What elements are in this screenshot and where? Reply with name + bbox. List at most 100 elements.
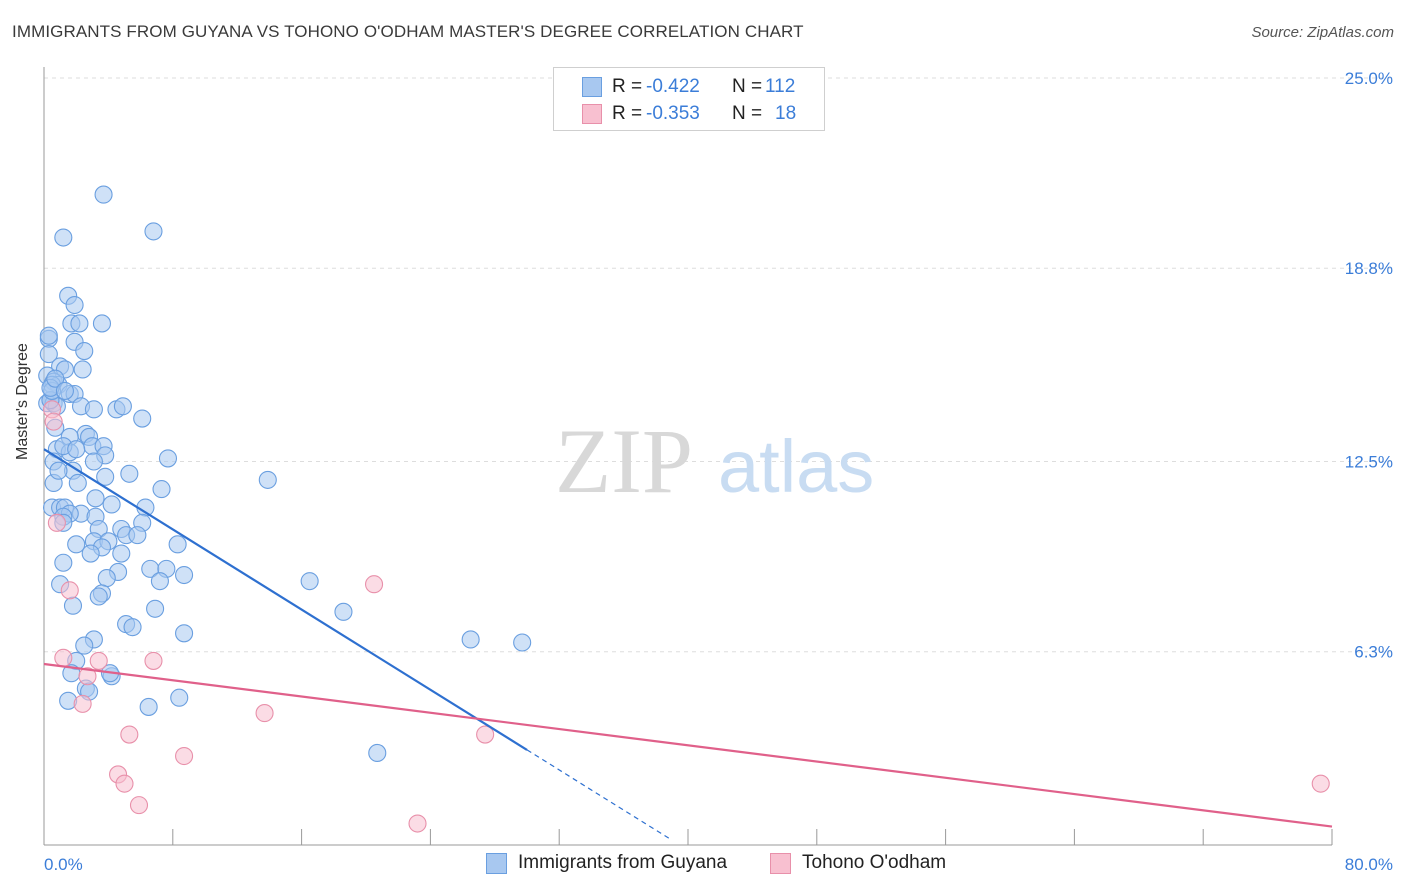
point-guyana: [86, 489, 105, 508]
point-guyana: [89, 587, 108, 606]
legend-r-label: R =: [612, 76, 643, 97]
point-guyana: [175, 565, 194, 585]
point-guyana: [258, 470, 277, 489]
point-guyana: [75, 636, 94, 655]
point-guyana: [112, 544, 131, 563]
point-guyana: [368, 743, 387, 763]
point-guyana: [94, 185, 113, 204]
point-guyana: [133, 409, 152, 428]
point-guyana: [168, 535, 187, 554]
point-guyana: [63, 596, 83, 615]
legend-swatch-guyana: [582, 77, 602, 97]
point-guyana: [67, 535, 86, 554]
watermark-atlas: atlas: [718, 425, 874, 508]
point-guyana: [158, 449, 178, 468]
point-tohono: [175, 746, 194, 766]
point-guyana: [39, 326, 58, 345]
point-tohono: [73, 694, 92, 713]
y-tick-label: 12.5%: [1345, 453, 1393, 472]
legend-r-value: -0.422: [646, 76, 700, 97]
point-guyana: [513, 633, 532, 652]
bottom-legend-swatch-guyana: [486, 853, 507, 874]
trend-lines: [43, 448, 1333, 841]
legend-n-label: N =: [732, 103, 763, 124]
point-guyana: [84, 452, 103, 471]
legend-swatch-tohono: [582, 104, 602, 124]
point-guyana: [97, 569, 116, 588]
point-tohono: [60, 581, 79, 600]
point-guyana: [102, 495, 121, 514]
point-guyana: [65, 295, 84, 315]
point-guyana: [46, 369, 65, 388]
trend-line-guyana: [43, 448, 528, 751]
point-guyana: [170, 688, 189, 707]
point-guyana: [175, 624, 194, 643]
trend-line-guyana-extension: [526, 749, 673, 841]
point-guyana: [55, 381, 74, 400]
point-guyana: [120, 464, 139, 483]
point-tohono: [78, 667, 97, 686]
point-tohono: [144, 651, 163, 670]
point-guyana: [49, 461, 68, 480]
point-tohono: [408, 814, 427, 833]
point-guyana: [68, 473, 87, 493]
x-tick-label: 80.0%: [1345, 855, 1393, 874]
point-guyana: [139, 697, 158, 716]
point-tohono: [47, 513, 66, 532]
point-tohono: [129, 796, 149, 815]
point-guyana: [67, 440, 86, 459]
point-tohono: [255, 704, 274, 723]
point-guyana: [75, 342, 94, 361]
watermark-zip: ZIP: [555, 410, 693, 512]
y-axis-label: Master's Degree: [14, 343, 31, 460]
point-guyana: [73, 360, 92, 379]
point-guyana: [152, 480, 171, 499]
point-tohono: [44, 412, 63, 431]
y-tick-label: 18.8%: [1345, 259, 1393, 278]
point-guyana: [334, 602, 353, 621]
point-guyana: [96, 467, 115, 486]
y-tick-label: 25.0%: [1345, 69, 1393, 88]
point-guyana: [150, 572, 169, 591]
gridlines: [44, 77, 1392, 653]
stats-legend: R = -0.422 N = 112 R = -0.353 N = 18: [553, 67, 825, 131]
data-points: [38, 185, 1330, 833]
bottom-legend-label-guyana: Immigrants from Guyana: [518, 852, 728, 873]
bottom-legend-label-tohono: Tohono O'odham: [802, 852, 947, 873]
legend-n-label: N =: [732, 76, 763, 97]
axes: [43, 67, 1333, 846]
source-note: Source: ZipAtlas.com: [1251, 24, 1394, 41]
point-tohono: [120, 725, 139, 744]
point-guyana: [84, 400, 103, 419]
point-tohono: [1311, 774, 1330, 793]
point-guyana: [113, 397, 132, 416]
legend-r-value: -0.353: [646, 103, 700, 124]
x-tick-label: 0.0%: [44, 855, 83, 874]
point-guyana: [123, 618, 142, 637]
point-guyana: [54, 228, 73, 247]
point-guyana: [92, 314, 112, 333]
point-tohono: [89, 651, 108, 670]
y-tick-label: 6.3%: [1354, 643, 1393, 662]
legend-n-value: 18: [775, 103, 797, 124]
point-guyana: [128, 526, 147, 545]
tick-labels: 6.3% 12.5% 18.8% 25.0% 0.0% 80.0%: [44, 69, 1393, 874]
point-guyana: [461, 630, 480, 649]
point-guyana: [300, 572, 319, 591]
point-guyana: [54, 553, 73, 572]
point-guyana: [144, 222, 163, 241]
point-tohono: [54, 648, 73, 667]
point-guyana: [81, 544, 100, 563]
chart-title: IMMIGRANTS FROM GUYANA VS TOHONO O'ODHAM…: [12, 22, 804, 41]
point-guyana: [146, 599, 165, 618]
point-tohono: [364, 575, 384, 594]
point-guyana: [39, 345, 58, 364]
point-tohono: [115, 774, 134, 793]
legend-n-value: 112: [765, 76, 796, 97]
bottom-legend-swatch-tohono: [770, 853, 791, 874]
point-guyana: [70, 314, 89, 333]
trend-line-tohono: [43, 662, 1333, 828]
legend-r-label: R =: [612, 103, 643, 124]
point-tohono: [476, 725, 495, 744]
